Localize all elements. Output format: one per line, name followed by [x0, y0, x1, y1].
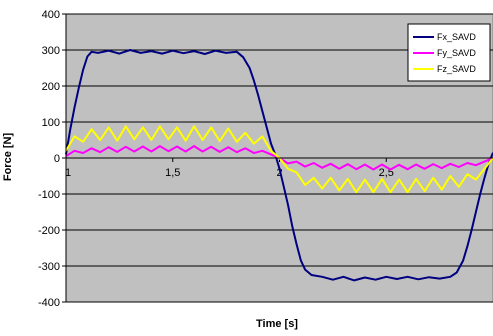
y-tick-label: 400	[42, 9, 60, 21]
y-tick-label: -200	[38, 225, 60, 237]
y-tick-label: 100	[42, 117, 60, 129]
y-axis-title: Force [N]	[2, 133, 14, 182]
legend-label: Fy_SAVD	[437, 48, 476, 58]
y-tick-label: 200	[42, 81, 60, 93]
x-tick-label: 1,5	[165, 167, 180, 179]
series-line-fx-savd	[65, 49, 493, 282]
legend: Fx_SAVD Fy_SAVD Fz_SAVD	[407, 23, 491, 82]
y-tick-label: 300	[42, 45, 60, 57]
y-tick-label: 0	[54, 153, 60, 165]
legend-label: Fx_SAVD	[437, 32, 476, 42]
x-axis-title: Time [s]	[256, 318, 298, 330]
x-tick-label: 1	[65, 167, 71, 179]
y-axis-tick-labels: 400 300 200 100 0 -100 -200 -300 -400	[38, 9, 66, 309]
legend-label: Fz_SAVD	[437, 64, 476, 74]
y-tick-label: -100	[38, 189, 60, 201]
y-tick-label: -300	[38, 261, 60, 273]
y-tick-label: -400	[38, 297, 60, 309]
